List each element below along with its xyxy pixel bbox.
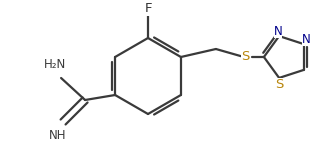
- Text: N: N: [274, 25, 283, 38]
- Text: F: F: [144, 2, 152, 16]
- Text: NH: NH: [49, 129, 67, 142]
- Text: N: N: [302, 33, 311, 46]
- Text: S: S: [275, 78, 283, 91]
- Text: S: S: [241, 50, 249, 64]
- Text: H₂N: H₂N: [44, 58, 66, 71]
